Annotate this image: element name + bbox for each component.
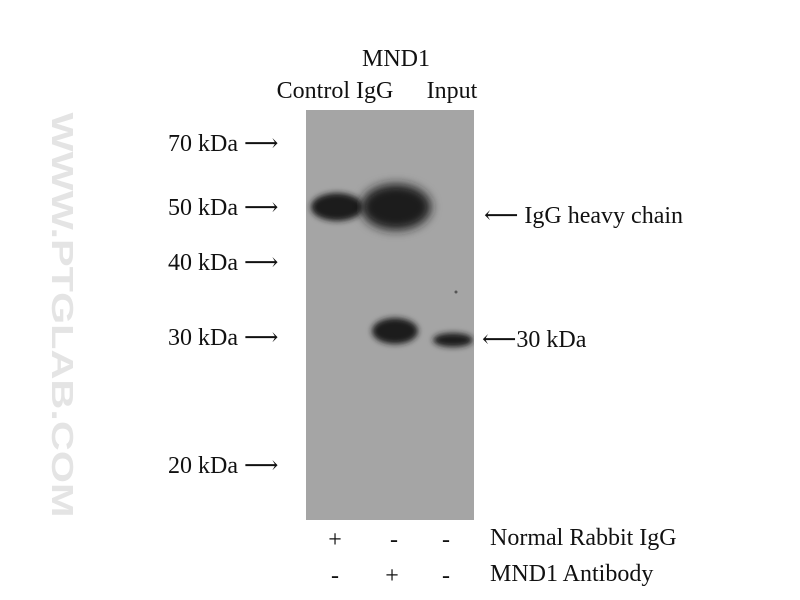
marker-20kda: 20 kDa ⟶ — [168, 452, 278, 480]
arrow-right-icon: ⟶ — [243, 325, 279, 351]
watermark: WWW.PTGLAB.COM — [45, 112, 80, 517]
marker-label: 30 kDa — [168, 325, 238, 351]
sign: - — [390, 527, 398, 553]
marker-label: 50 kDa — [168, 195, 238, 221]
arrow-right-icon: ⟶ — [243, 195, 279, 221]
condition-label-mnd1-antibody: MND1 Antibody — [490, 561, 654, 587]
marker-label: 70 kDa — [168, 131, 238, 157]
marker-label: 40 kDa — [168, 250, 238, 276]
annotation-heavy-chain: ⟵ IgG heavy chain — [484, 202, 683, 230]
band-input-30kda — [433, 333, 473, 347]
marker-50kda: 50 kDa ⟶ — [168, 194, 278, 222]
marker-30kda: 30 kDa ⟶ — [168, 324, 278, 352]
arrow-right-icon: ⟶ — [243, 453, 279, 479]
svg-text:WWW.PTGLAB.COM: WWW.PTGLAB.COM — [45, 112, 80, 517]
sign: - — [442, 563, 450, 589]
band-mnd1-heavy-chain — [361, 184, 431, 230]
annotation-label: IgG heavy chain — [524, 203, 684, 229]
band-mnd1-30kda — [372, 318, 418, 344]
lane-label-control-igg: Control IgG — [276, 78, 394, 104]
blot-membrane — [306, 110, 474, 520]
sign: + — [385, 563, 399, 589]
arrow-right-icon: ⟶ — [243, 250, 279, 276]
marker-label: 20 kDa — [168, 453, 238, 479]
sign: - — [331, 563, 339, 589]
lane-label-input: Input — [426, 78, 478, 104]
lane-label-mnd1: MND1 — [361, 46, 430, 72]
speck — [454, 290, 458, 294]
arrow-left-icon: ⟵ — [484, 203, 519, 229]
arrow-left-icon: ⟵ — [482, 327, 517, 353]
condition-label-normal-rabbit-igg: Normal Rabbit IgG — [490, 525, 677, 551]
band-control-igg-heavy-chain — [311, 193, 363, 221]
marker-70kda: 70 kDa ⟶ — [168, 130, 278, 158]
marker-40kda: 40 kDa ⟶ — [168, 249, 278, 277]
sign: + — [328, 527, 342, 553]
annotation-label: 30 kDa — [516, 327, 587, 353]
annotation-target: ⟵30 kDa — [482, 326, 586, 354]
arrow-right-icon: ⟶ — [243, 131, 279, 157]
sign: - — [442, 527, 450, 553]
